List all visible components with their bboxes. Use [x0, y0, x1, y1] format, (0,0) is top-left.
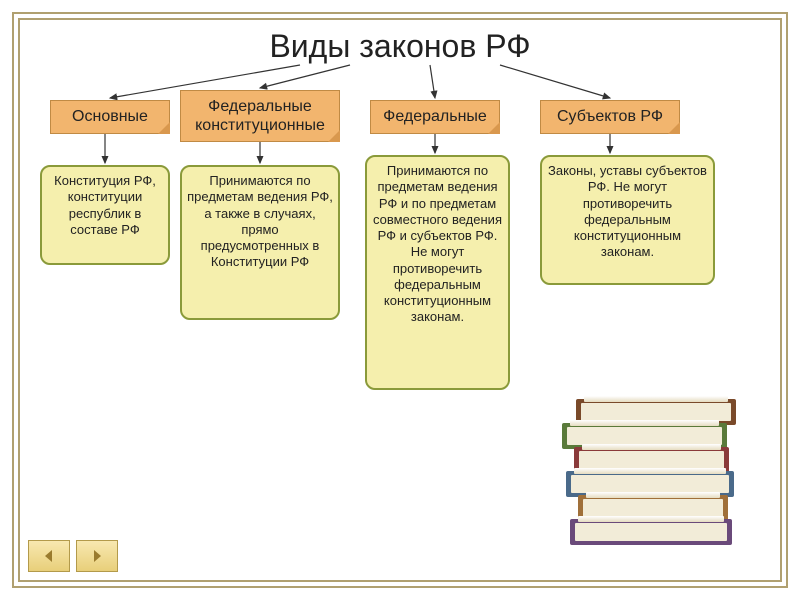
category-box: Федеральные	[370, 100, 500, 134]
description-box: Конституция РФ, конституции республик в …	[40, 165, 170, 265]
books-stack	[570, 401, 740, 545]
description-box: Принимаются по предметам ведения РФ и по…	[365, 155, 510, 390]
nav-buttons	[28, 540, 118, 572]
next-button[interactable]	[76, 540, 118, 572]
category-box: Федеральные конституционные	[180, 90, 340, 142]
category-box: Субъектов РФ	[540, 100, 680, 134]
description-box: Принимаются по предметам ведения РФ, а т…	[180, 165, 340, 320]
fold-corner	[328, 130, 340, 142]
fold-corner	[158, 122, 170, 134]
description-box: Законы, уставы субъектов РФ. Не могут пр…	[540, 155, 715, 285]
category-box: Основные	[50, 100, 170, 134]
fold-corner	[488, 122, 500, 134]
page-title: Виды законов РФ	[0, 28, 800, 65]
book	[570, 519, 732, 545]
prev-button[interactable]	[28, 540, 70, 572]
fold-corner	[668, 122, 680, 134]
